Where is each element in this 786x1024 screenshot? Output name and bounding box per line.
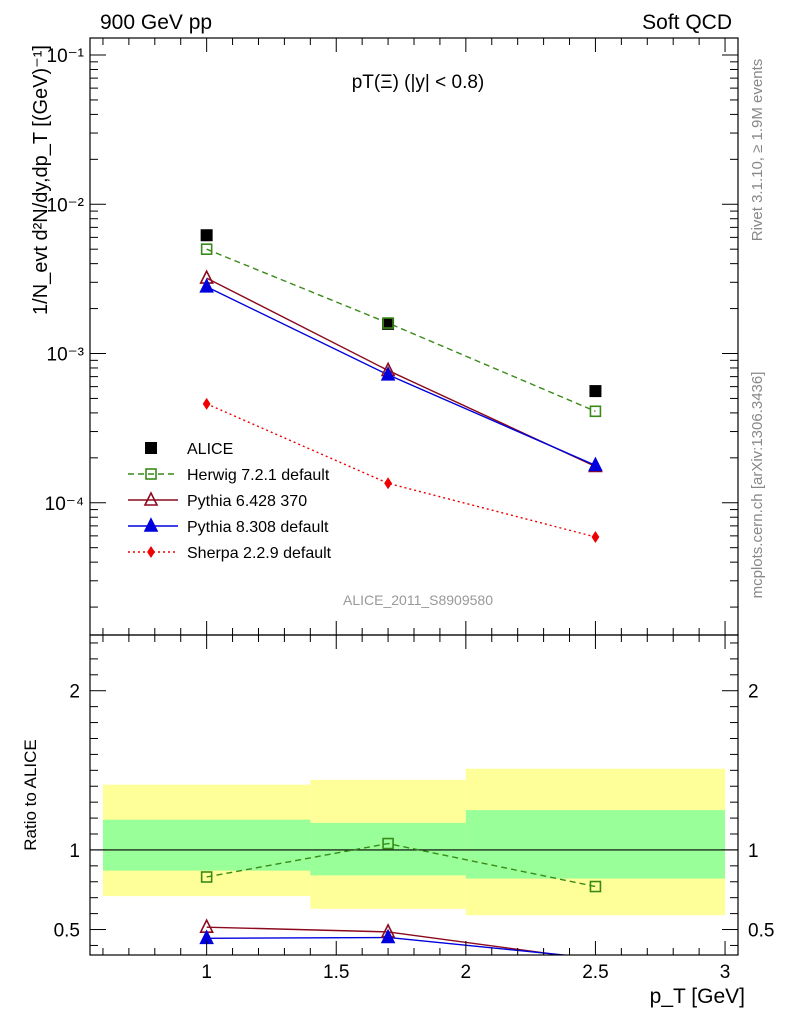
x-axis-label: p_T [GeV]	[650, 985, 745, 1008]
main-point-sherpa-2-2-9-default-1	[384, 477, 392, 490]
legend-label-sherpa-2-2-9-default: Sherpa 2.2.9 default	[187, 545, 332, 562]
y-tick-label-ratio-right: 2	[748, 682, 759, 703]
x-tick-label: 2	[461, 962, 472, 983]
legend-marker-pythia-6-428-370	[143, 491, 159, 506]
y-axis-label-main: 1/N_evt d²N/dy,dp_T [(GeV)⁻¹]	[30, 45, 52, 315]
main-point-pythia-8-308-default-1	[380, 366, 396, 381]
mcplots-reference: mcplots.cern.ch [arXiv:1306.3436]	[749, 372, 766, 599]
x-tick-label: 2.5	[582, 962, 608, 983]
main-point-alice-1	[382, 317, 395, 330]
chart-title: pT(Ξ) (|y| < 0.8)	[352, 72, 485, 93]
main-point-sherpa-2-2-9-default-2	[591, 530, 600, 543]
analysis-watermark: ALICE_2011_S8909580	[343, 592, 493, 608]
main-point-herwig-7-2-1-default-1	[382, 317, 394, 329]
green-band-0	[102, 819, 311, 871]
ratio-line-herwig-7-2-1-default	[206, 842, 596, 888]
header-left: 900 GeV pp	[100, 11, 212, 34]
tick-labels: 1 1.5 2 2.5 3 10⁻⁴ 10⁻³ 10⁻² 10⁻¹ 0.5 0.5 1 1 2 2	[45, 46, 775, 983]
y-tick-label-main: 10⁻²	[47, 195, 85, 216]
y-tick-label-ratio: 0.5	[54, 921, 80, 942]
legend-label-pythia-8-308-default: Pythia 8.308 default	[187, 519, 329, 536]
legend-label-herwig-7-2-1-default: Herwig 7.2.1 default	[187, 467, 330, 484]
y-axis-label-ratio: Ratio to ALICE	[21, 739, 40, 851]
y-tick-label-ratio: 1	[69, 841, 80, 862]
x-tick-label: 3	[720, 962, 731, 983]
main-point-herwig-7-2-1-default-0	[200, 243, 213, 255]
y-tick-label-main: 10⁻¹	[47, 46, 85, 67]
rivet-version-label: Rivet 3.1.10, ≥ 1.9M events	[749, 59, 766, 242]
y-tick-label-ratio-right: 1	[748, 841, 759, 862]
y-tick-label-main: 10⁻⁴	[45, 494, 84, 515]
ratio-point-herwig-7-2-1-default-2	[589, 880, 602, 893]
legend-label-pythia-6-428-370: Pythia 6.428 370	[187, 493, 307, 510]
main-point-alice-0	[200, 229, 213, 242]
y-tick-label-ratio-right: 0.5	[748, 921, 774, 942]
main-point-sherpa-2-2-9-default-0	[202, 397, 211, 410]
ratio-point-herwig-7-2-1-default-1	[382, 837, 394, 850]
ratio-point-herwig-7-2-1-default-0	[200, 871, 213, 883]
legend-marker-herwig-7-2-1-default	[145, 468, 157, 480]
legend-marker-sherpa-2-2-9-default	[147, 546, 155, 558]
header-right: Soft QCD	[642, 11, 732, 34]
series-markers	[199, 229, 603, 945]
y-tick-label-main: 10⁻³	[47, 345, 85, 366]
ratio-uncertainty-bands	[90, 768, 738, 916]
x-tick-label: 1.5	[323, 962, 349, 983]
legend-marker-alice	[145, 442, 157, 454]
main-point-herwig-7-2-1-default-2	[589, 405, 602, 418]
main-point-alice-2	[589, 385, 602, 398]
main-point-pythia-8-308-default-0	[199, 277, 214, 293]
x-tick-label: 1	[201, 962, 212, 983]
ratio-point-pythia-8-308-default-1	[380, 928, 396, 944]
main-line-pythia-6-428-370	[206, 277, 596, 468]
axis-ticks	[90, 38, 738, 955]
legend: ALICE Herwig 7.2.1 default Pythia 6.428 37…	[128, 441, 332, 562]
legend-marker-pythia-8-308-default	[143, 517, 159, 532]
main-point-pythia-8-308-default-2	[588, 456, 603, 472]
main-line-herwig-7-2-1-default	[206, 248, 596, 412]
green-band-2	[465, 810, 726, 879]
legend-label-alice: ALICE	[187, 441, 233, 458]
main-line-sherpa-2-2-9-default	[206, 403, 596, 538]
y-tick-label-ratio: 2	[69, 682, 80, 703]
